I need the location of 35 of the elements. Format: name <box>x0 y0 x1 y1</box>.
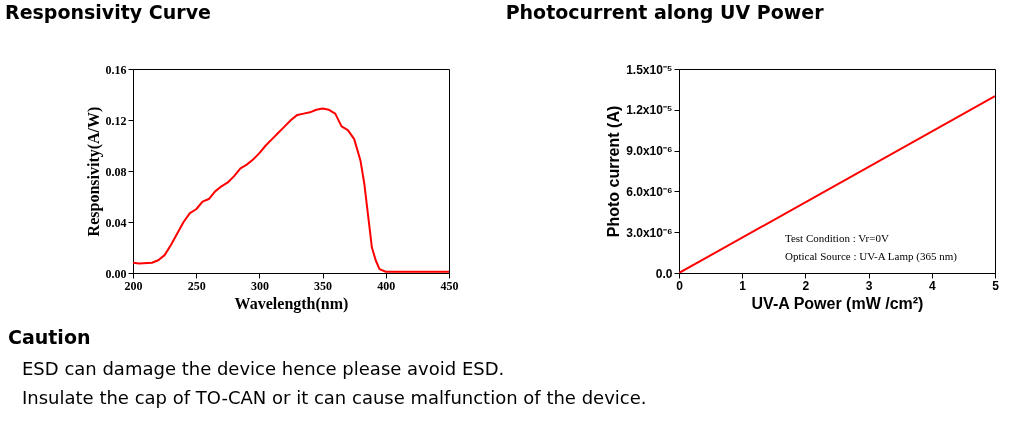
x-tick-label: 300 <box>250 278 269 293</box>
x-tick-label: 5 <box>992 278 1000 293</box>
y-tick-label: 0.04 <box>105 215 127 230</box>
text: Caution <box>8 326 92 348</box>
chart-title: Responsivity Curve <box>5 1 211 23</box>
x-tick-label: 2 <box>802 278 810 293</box>
text: Insulate the cap of TO-CAN or it can cause malfunction of the device. <box>22 387 647 408</box>
annotation: Optical Source : UV-A Lamp (365 nm) <box>785 250 958 263</box>
x-tick-label: 4 <box>928 278 936 293</box>
y-tick-label: 3.0x10⁻⁶ <box>626 225 673 240</box>
y-tick-label: 9.0x10⁻⁶ <box>626 144 673 159</box>
chart-title: Photocurrent along UV Power <box>505 1 825 23</box>
x-tick-label: 0 <box>676 278 684 293</box>
x-axis-title: Wavelength(nm) <box>234 294 349 313</box>
y-tick-label: 0.08 <box>105 164 127 179</box>
x-tick-label: 3 <box>865 278 873 293</box>
y-tick-label: 0.12 <box>105 113 127 128</box>
y-axis-title: Responsivity(A/W) <box>84 106 103 237</box>
x-tick-label: 250 <box>187 278 206 293</box>
x-tick-label: 200 <box>124 278 143 293</box>
x-tick-label: 1 <box>739 278 747 293</box>
x-axis-title: UV-A Power (mW /cm²) <box>751 294 924 312</box>
y-tick-label: 0.0 <box>655 266 673 281</box>
y-tick-label: 1.5x10⁻⁵ <box>626 62 673 77</box>
y-axis-title: Photo current (A) <box>605 105 623 238</box>
line-series <box>133 107 449 273</box>
x-tick-label: 400 <box>377 278 396 293</box>
x-tick-label: 350 <box>314 278 333 293</box>
y-tick-label: 0.16 <box>105 62 127 77</box>
y-tick-label: 6.0x10⁻⁶ <box>626 184 673 199</box>
y-tick-label: 0.00 <box>105 266 127 281</box>
x-tick-label: 450 <box>440 278 459 293</box>
annotation: Test Condition : Vr=0V <box>785 232 889 244</box>
y-tick-label: 1.2x10⁻⁵ <box>626 103 673 118</box>
text: ESD can damage the device hence please avoid ESD. <box>22 358 506 379</box>
